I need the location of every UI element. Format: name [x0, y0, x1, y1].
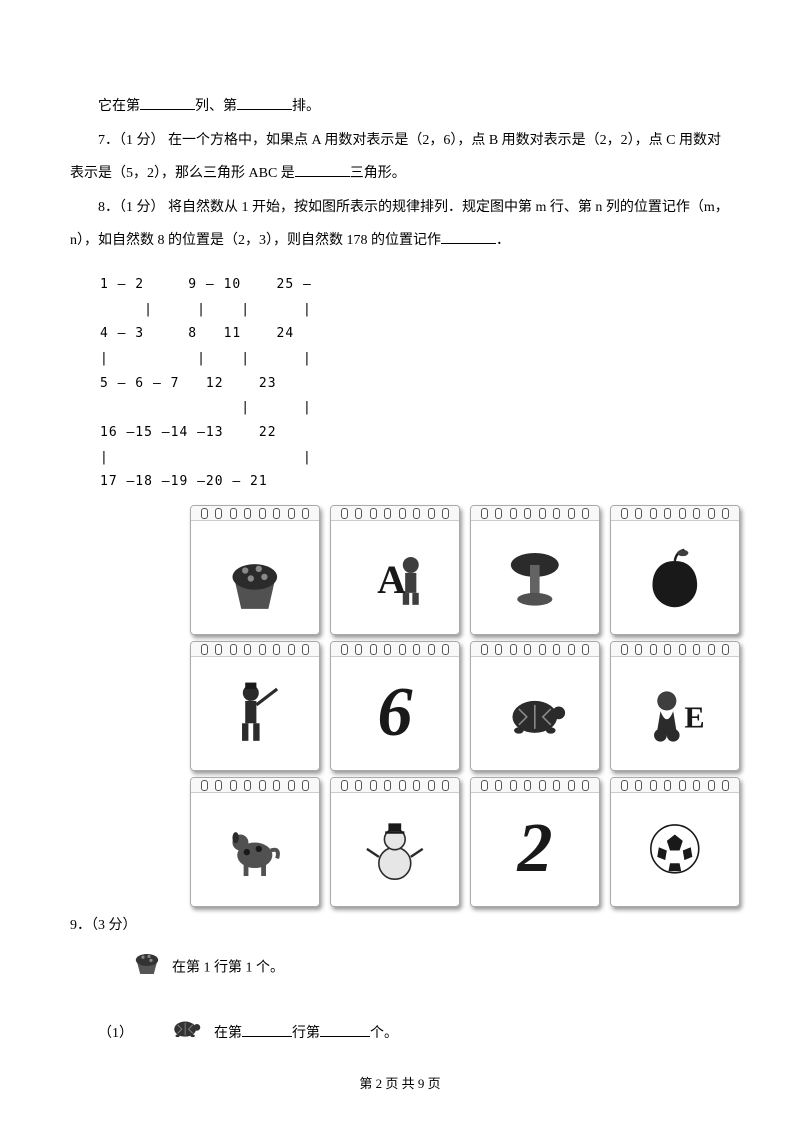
- q8-num: 8．: [98, 200, 119, 215]
- q9-pts: （3 分）: [91, 918, 137, 933]
- q9-example: 在第 1 行第 1 个。: [70, 946, 730, 991]
- q8: 8．（1 分） 将自然数从 1 开始，按如图所表示的规律排列．规定图中第 m 行…: [70, 191, 730, 258]
- q7: 7．（1 分） 在一个方格中，如果点 A 用数对表示是（2，6），点 B 用数对…: [70, 124, 730, 191]
- q9: 9．（3 分）: [70, 911, 730, 942]
- blank-col[interactable]: [140, 95, 195, 110]
- q9-sub1: （1） 在第 行第 个。: [70, 1011, 730, 1057]
- page-footer: 第 2 页 共 9 页: [0, 1073, 800, 1092]
- card-mushroom: [470, 505, 600, 635]
- q7-text-b: 三角形。: [350, 166, 406, 181]
- text: 排。: [292, 99, 320, 114]
- q8-text: 将自然数从 1 开始，按如图所表示的规律排列．规定图中第 m 行、第 n 列的位…: [70, 200, 729, 249]
- text: 个。: [370, 1026, 398, 1041]
- text: 行第: [292, 1026, 320, 1041]
- q9-sub-num: （1）: [98, 1026, 133, 1041]
- q8-text-b: ．: [496, 233, 510, 248]
- snake-diagram: 1 — 2 9 — 10 25 — | | | | 4 — 3 8 11 24 …: [100, 273, 730, 495]
- svg-text:E: E: [685, 701, 705, 735]
- text: 列、第: [195, 99, 237, 114]
- card-clown-e: E: [610, 641, 740, 771]
- card-character-a: A: [330, 505, 460, 635]
- card-snowman: [330, 777, 460, 907]
- q7-num: 7．: [98, 133, 119, 148]
- cupcake-icon: [98, 946, 168, 991]
- q-continued: 它在第 列、第 排。: [70, 90, 730, 124]
- card-soccer-ball: [610, 777, 740, 907]
- q9-num: 9．: [70, 918, 91, 933]
- card-dog: [190, 777, 320, 907]
- q9-example-text: 在第 1 行第 1 个。: [172, 961, 284, 976]
- turtle-icon: [137, 1011, 207, 1057]
- figure-card-grid: A 6 E: [190, 505, 730, 907]
- card-turtle: [470, 641, 600, 771]
- card-cupcake: [190, 505, 320, 635]
- q7-pts: （1 分）: [119, 133, 165, 148]
- figure-number-snake: 1 — 2 9 — 10 25 — | | | | 4 — 3 8 11 24 …: [100, 273, 730, 495]
- card-soldier: [190, 641, 320, 771]
- blank-col-9[interactable]: [320, 1022, 370, 1037]
- blank-position[interactable]: [441, 229, 496, 244]
- blank-row-9[interactable]: [242, 1022, 292, 1037]
- q8-pts: （1 分）: [119, 200, 165, 215]
- text: 在第: [214, 1026, 242, 1041]
- text: 它在第: [98, 99, 140, 114]
- card-apple: [610, 505, 740, 635]
- card-six: 6: [330, 641, 460, 771]
- svg-text:A: A: [377, 557, 406, 602]
- card-two: 2: [470, 777, 600, 907]
- blank-triangle[interactable]: [295, 162, 350, 177]
- blank-row[interactable]: [237, 95, 292, 110]
